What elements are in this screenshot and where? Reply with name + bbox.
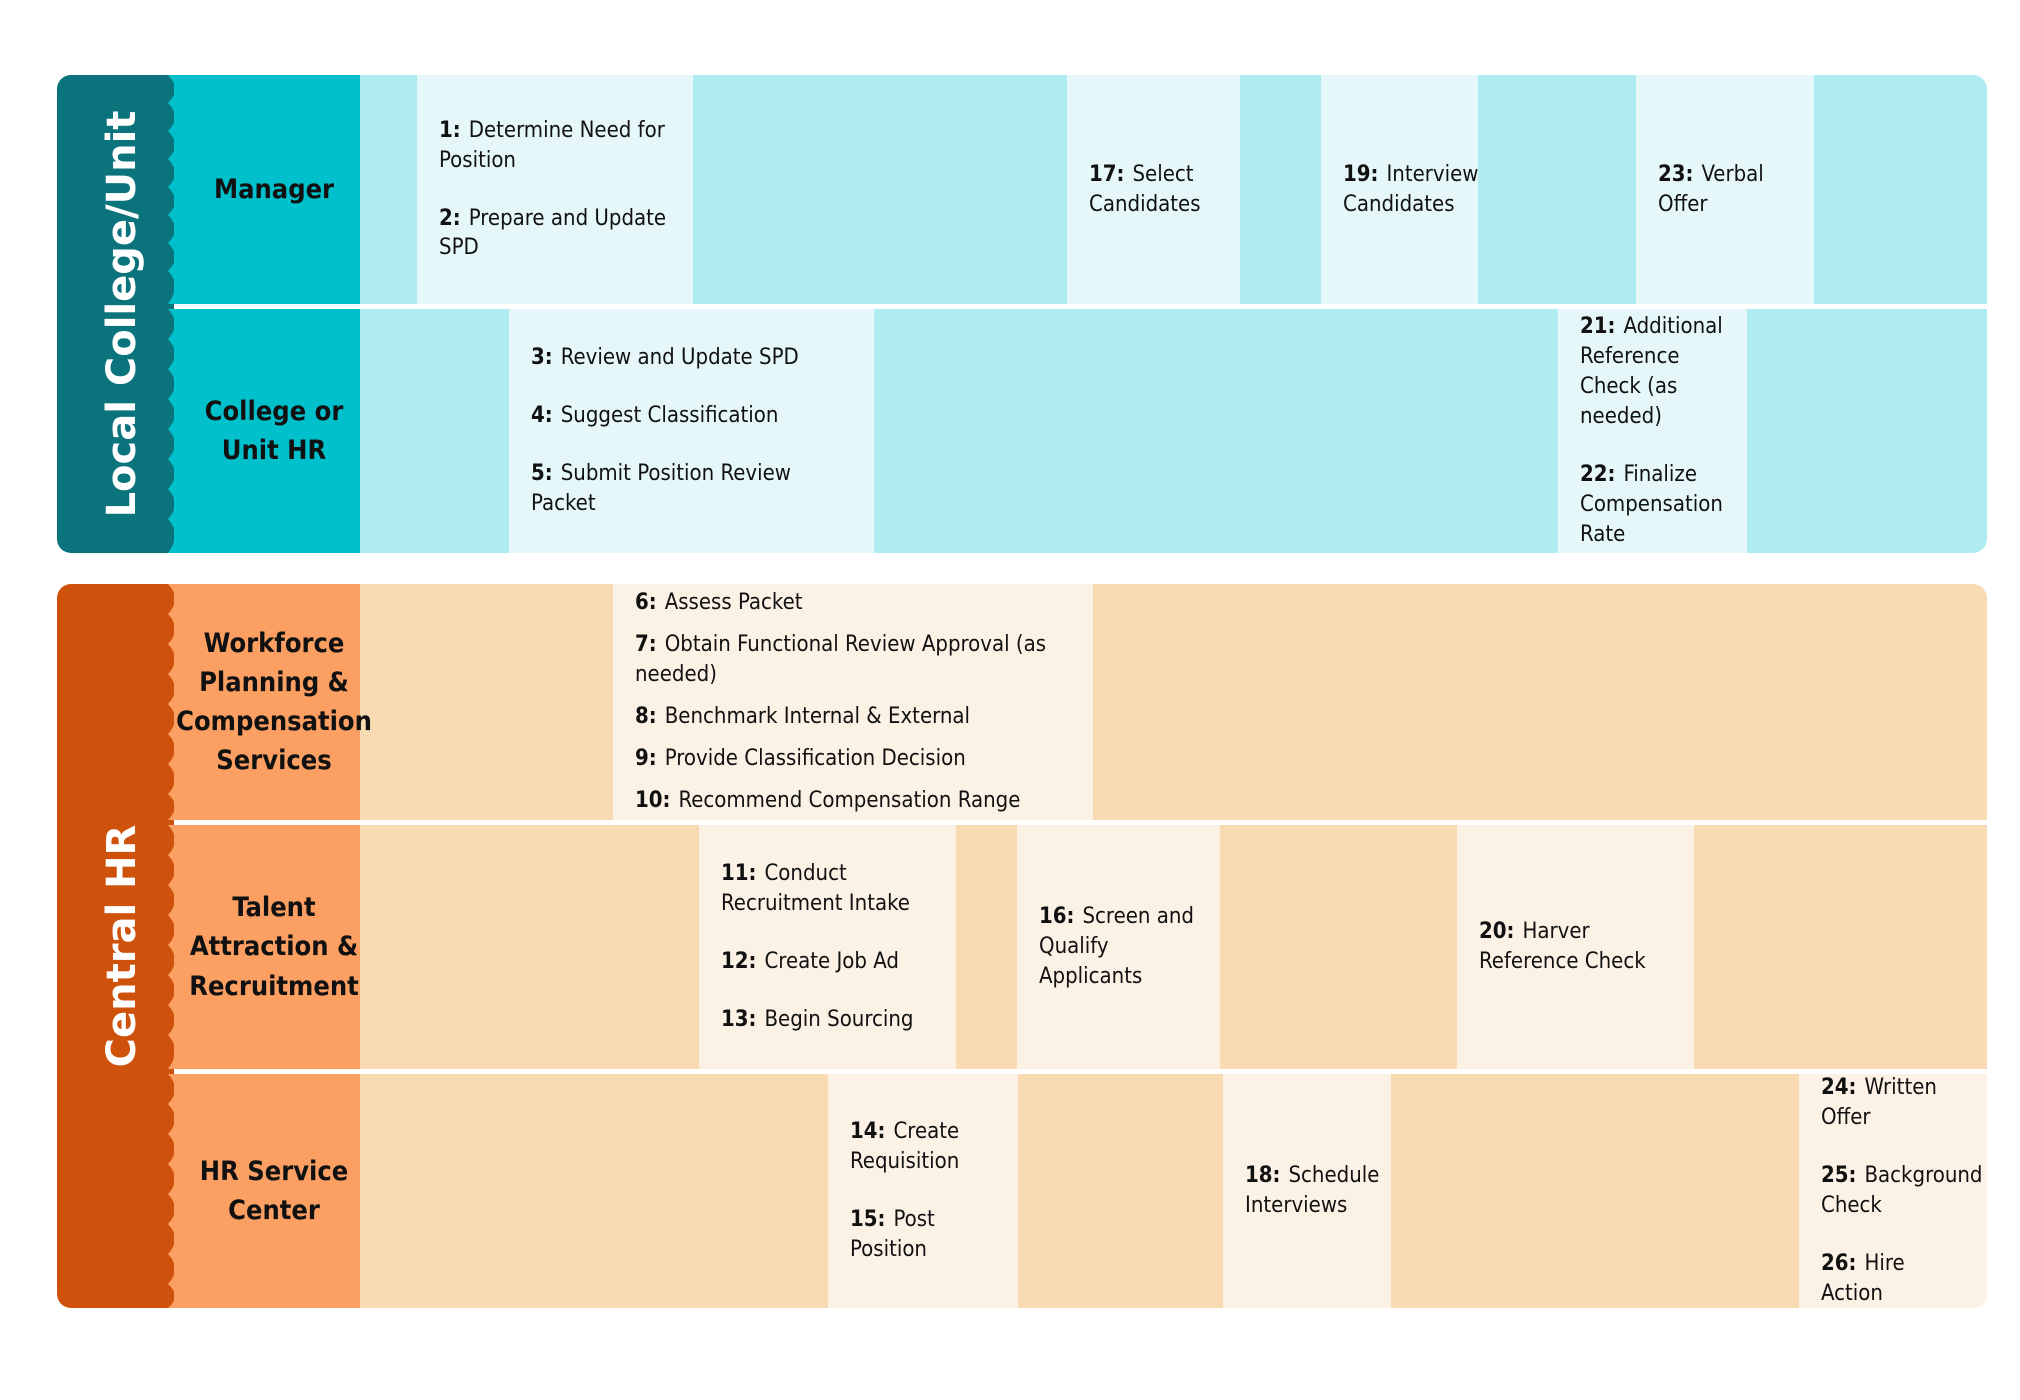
wave-edge xyxy=(168,584,188,820)
lane-label-manager: Manager xyxy=(168,75,360,304)
step-4: 4: Suggest Classification xyxy=(531,403,779,429)
step-box-18: 18: Schedule Interviews xyxy=(1223,1074,1391,1308)
step-box-1-2: 1: Determine Need for Position 2: Prepare … xyxy=(417,75,693,304)
step-25: 25: Background Check xyxy=(1821,1163,1983,1218)
wave-edge xyxy=(168,75,188,304)
step-box-16: 16: Screen and Qualify Applicants xyxy=(1017,825,1220,1069)
step-box-24-26: 24: Written Offer 25: Background Check 26:… xyxy=(1799,1074,1987,1308)
step-2: 2: Prepare and Update SPD xyxy=(439,205,667,261)
step-box-3-5: 3: Review and Update SPD 4: Suggest Classi… xyxy=(509,309,874,553)
group-side-local: Local College/Unit xyxy=(57,75,187,553)
lane-label-text: Manager xyxy=(213,173,335,205)
step-16: 16: Screen and Qualify Applicants xyxy=(1039,904,1195,989)
step-14: 14: Create Requisition xyxy=(850,1119,960,1175)
step-19: 19: Interview Candidates xyxy=(1343,161,1479,217)
step-3: 3: Review and Update SPD xyxy=(531,345,799,371)
lane-label-workforce: Workforce Planning & Compensation Servic… xyxy=(168,584,372,820)
step-1: 1: Determine Need for Position xyxy=(439,117,665,173)
lane-hr-service-center: HR Service Center 14: Create Requisition … xyxy=(168,1074,1987,1308)
step-12: 12: Create Job Ad xyxy=(721,949,899,974)
lane-label-text: Workforce Planning & Compensation Servic… xyxy=(176,627,372,777)
group-local-college-unit: Local College/Unit Manager 1: Determine N… xyxy=(57,75,1987,553)
group-title-local: Local College/Unit xyxy=(99,110,145,518)
lane-label-text: Talent Attraction & Recruitment xyxy=(189,892,359,1002)
wave-edge xyxy=(168,825,188,1069)
group-title-central: Central HR xyxy=(99,824,145,1068)
lane-label-text: HR Service Center xyxy=(199,1155,349,1226)
step-8: 8: Benchmark Internal & External xyxy=(635,704,971,729)
step-24: 24: Written Offer xyxy=(1821,1075,1937,1131)
lane-workforce-planning: Workforce Planning & Compensation Servic… xyxy=(168,584,1987,820)
step-10: 10: Recommend Compensation Range xyxy=(635,787,1021,813)
lane-label-talent: Talent Attraction & Recruitment xyxy=(168,825,360,1069)
lane-label-college-hr: College or Unit HR xyxy=(168,309,360,553)
step-box-6-10: 6: Assess Packet 7: Obtain Functional Revi… xyxy=(613,584,1093,820)
step-13: 13: Begin Sourcing xyxy=(721,1006,914,1032)
lane-divider xyxy=(174,1069,1987,1074)
lane-talent-attraction: Talent Attraction & Recruitment 11: Condu… xyxy=(168,825,1987,1069)
step-5: 5: Submit Position Review Packet xyxy=(531,461,791,516)
step-22: 22: Finalize Compensation Rate xyxy=(1580,461,1723,547)
step-box-19: 19: Interview Candidates xyxy=(1321,75,1479,304)
group-side-central: Central HR xyxy=(57,584,187,1308)
lane-divider xyxy=(174,820,1987,825)
lane-label-text: College or Unit HR xyxy=(204,395,344,466)
step-box-11-13: 11: Conduct Recruitment Intake 12: Create … xyxy=(699,825,956,1069)
lane-label-service: HR Service Center xyxy=(168,1074,360,1308)
step-7: 7: Obtain Functional Review Approval (as … xyxy=(635,632,1047,688)
step-9: 9: Provide Classification Decision xyxy=(635,745,966,771)
step-box-21-22: 21: Additional Reference Check (as needed… xyxy=(1558,309,1747,553)
group-central-hr: Central HR Workforce Planning & Compensa… xyxy=(57,584,1987,1308)
step-26: 26: Hire Action xyxy=(1821,1250,1905,1306)
lane-college-hr: College or Unit HR 3: Review and Update S… xyxy=(168,309,1987,553)
step-23: 23: Verbal Offer xyxy=(1658,161,1764,217)
step-20: 20: Harver Reference Check xyxy=(1479,919,1646,974)
wave-edge xyxy=(168,309,188,553)
step-11: 11: Conduct Recruitment Intake xyxy=(721,861,910,917)
step-box-17: 17: Select Candidates xyxy=(1067,75,1240,304)
step-box-23: 23: Verbal Offer xyxy=(1636,75,1814,304)
step-box-14-15: 14: Create Requisition 15: Post Position xyxy=(828,1074,1018,1308)
lane-divider xyxy=(174,304,1987,309)
wave-edge xyxy=(168,1074,188,1308)
step-21: 21: Additional Reference Check (as needed… xyxy=(1580,314,1723,430)
step-18: 18: Schedule Interviews xyxy=(1245,1163,1380,1218)
lane-manager: Manager 1: Determine Need for Position 2:… xyxy=(168,75,1987,304)
step-15: 15: Post Position xyxy=(850,1207,935,1262)
step-6: 6: Assess Packet xyxy=(635,590,803,616)
step-17: 17: Select Candidates xyxy=(1089,161,1201,217)
step-box-20: 20: Harver Reference Check xyxy=(1457,825,1694,1069)
